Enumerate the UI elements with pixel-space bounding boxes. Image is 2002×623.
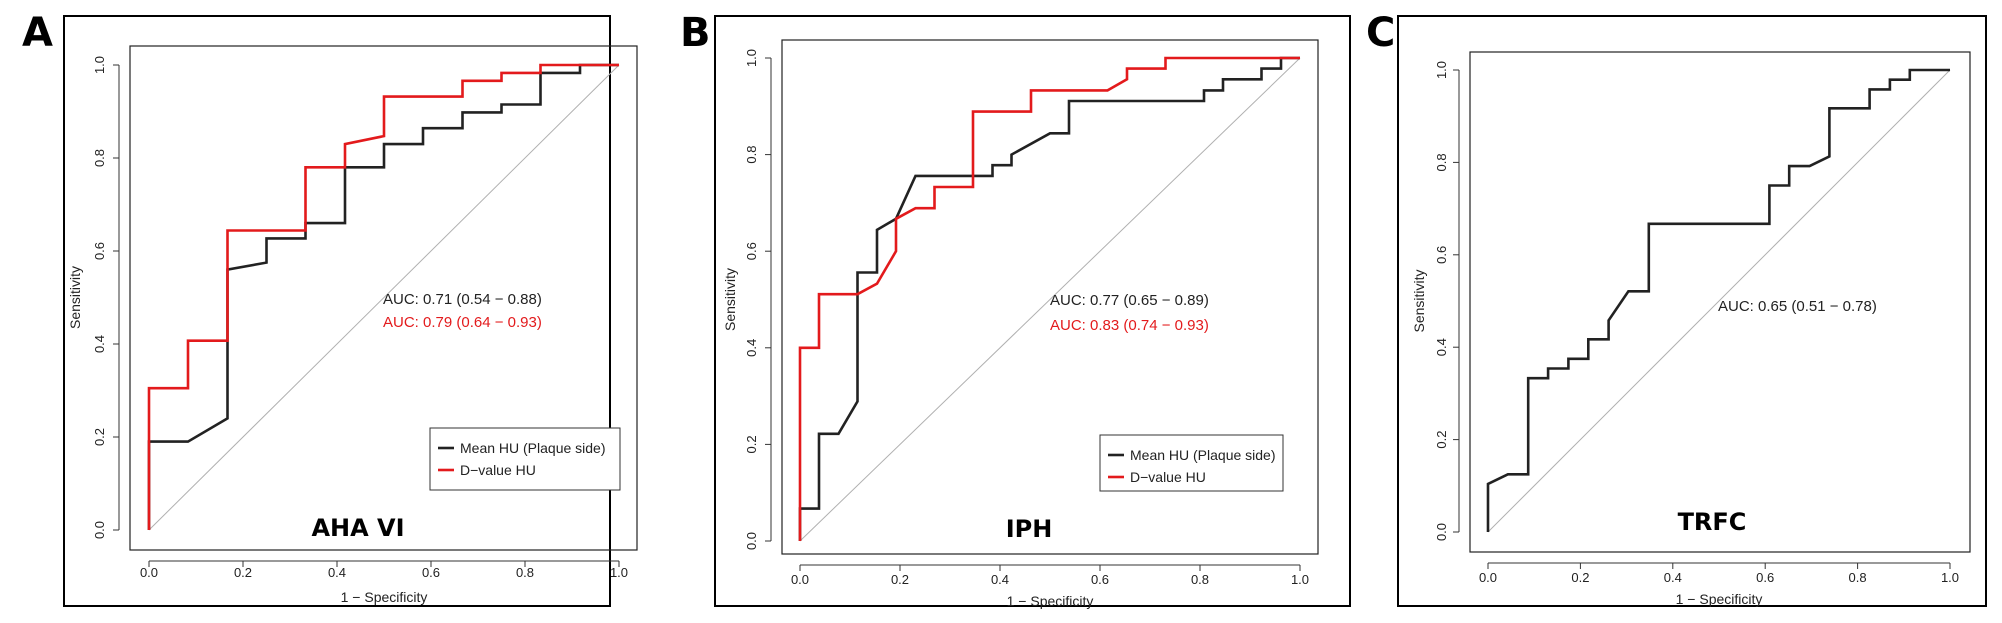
legend-box (429, 427, 621, 491)
x-tick-label: 0.6 (422, 565, 440, 580)
panel-subtitle: AHA VI (311, 514, 404, 542)
y-axis-label: Sensitivity (67, 266, 83, 329)
x-tick-label: 1.0 (610, 565, 628, 580)
auc-label: AUC: 0.79 (0.64 − 0.93) (383, 314, 542, 331)
roc-curve-d-value-hu (147, 63, 619, 530)
y-tick-label: 0.8 (1434, 153, 1449, 171)
x-tick-label: 0.4 (1664, 570, 1682, 585)
x-axis-label: 1 − Specificity (1676, 591, 1763, 607)
x-tick-label: 0.4 (991, 572, 1009, 587)
roc-panel-b: B 0.0 0.2 0.4 0.6 0.8 1.0 1 − Specificity 0.0 0.2… (680, 10, 1351, 609)
reference-diagonal (148, 64, 620, 531)
legend-box (1099, 434, 1284, 492)
roc-curve-mean-hu (1486, 68, 1950, 532)
x-axis-label: 1 − Specificity (1007, 593, 1094, 609)
roc-panel-c: C 0.0 0.2 0.4 0.6 0.8 1.0 1 − Specificity 0.0 0.2… (1366, 10, 1987, 607)
y-tick-label: 0.2 (744, 435, 759, 453)
auc-label: AUC: 0.71 (0.54 − 0.88) (383, 291, 542, 308)
plot-area (129, 45, 638, 551)
x-tick-label: 1.0 (1291, 572, 1309, 587)
x-tick-label: 0.6 (1756, 570, 1774, 585)
y-tick-label: 0.8 (744, 146, 759, 164)
x-tick-label: 1.0 (1941, 570, 1959, 585)
x-tick-label: 0.2 (891, 572, 909, 587)
y-tick-label: 0.0 (744, 532, 759, 550)
legend-entry: Mean HU (Plaque side) (1130, 447, 1276, 463)
legend: Mean HU (Plaque side) D−value HU (429, 427, 621, 491)
y-tick-label: 0.6 (744, 242, 759, 260)
panel-subtitle: TRFC (1678, 508, 1747, 536)
y-tick-label: 0.0 (1434, 523, 1449, 541)
panel-frame (1397, 15, 1987, 607)
x-tick-label: 0.0 (791, 572, 809, 587)
y-axis-label: Sensitivity (1411, 269, 1427, 332)
panel-frame (714, 15, 1351, 607)
roc-curve-mean-hu (798, 56, 1300, 541)
legend-entry: Mean HU (Plaque side) (460, 440, 606, 456)
panel-letter: B (680, 10, 711, 56)
y-tick-label: 0.6 (1434, 246, 1449, 264)
x-tick-label: 0.8 (516, 565, 534, 580)
panel-subtitle: IPH (1006, 515, 1053, 543)
auc-label: AUC: 0.65 (0.51 − 0.78) (1718, 298, 1877, 315)
legend: Mean HU (Plaque side) D−value HU (1099, 434, 1284, 492)
x-tick-label: 0.8 (1849, 570, 1867, 585)
plot-area (1469, 51, 1971, 553)
x-tick-label: 0.0 (140, 565, 158, 580)
y-tick-label: 0.4 (1434, 338, 1449, 356)
x-tick-label: 0.2 (1571, 570, 1589, 585)
y-axis-label: Sensitivity (722, 268, 738, 331)
panel-letter: A (22, 10, 53, 56)
y-tick-label: 1.0 (744, 49, 759, 67)
y-tick-label: 0.6 (92, 242, 107, 260)
x-tick-label: 0.4 (328, 565, 346, 580)
legend-entry: D−value HU (460, 462, 536, 478)
y-tick-label: 0.0 (92, 521, 107, 539)
reference-diagonal (799, 57, 1301, 542)
panel-frame (63, 15, 611, 607)
roc-panel-a: A 0.0 0.2 0.4 0.6 0.8 1.0 1 − Specificity 0.0 0.2… (22, 10, 638, 607)
x-axis-label: 1 − Specificity (341, 589, 428, 605)
roc-curve-d-value-hu (798, 56, 1300, 541)
y-tick-label: 0.8 (92, 149, 107, 167)
y-tick-label: 0.2 (92, 428, 107, 446)
y-tick-label: 0.4 (744, 339, 759, 357)
y-tick-label: 1.0 (92, 56, 107, 74)
reference-diagonal (1487, 69, 1951, 533)
y-tick-label: 0.4 (92, 335, 107, 353)
y-tick-label: 0.2 (1434, 431, 1449, 449)
x-tick-label: 0.0 (1479, 570, 1497, 585)
auc-label: AUC: 0.83 (0.74 − 0.93) (1050, 317, 1209, 334)
x-tick-label: 0.8 (1191, 572, 1209, 587)
x-tick-label: 0.2 (234, 565, 252, 580)
plot-area (781, 39, 1319, 555)
auc-label: AUC: 0.77 (0.65 − 0.89) (1050, 292, 1209, 309)
legend-entry: D−value HU (1130, 469, 1206, 485)
y-tick-label: 1.0 (1434, 61, 1449, 79)
x-tick-label: 0.6 (1091, 572, 1109, 587)
panel-letter: C (1366, 10, 1395, 56)
